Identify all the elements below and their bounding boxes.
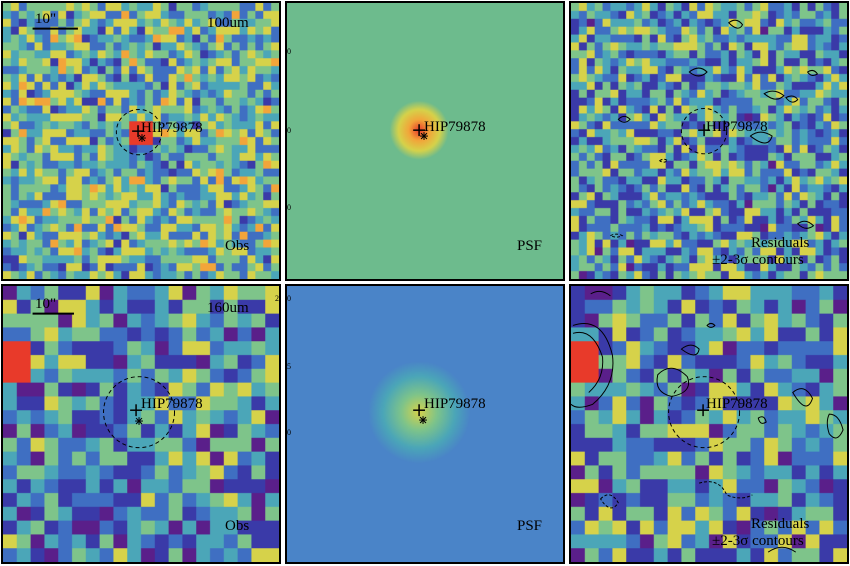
source-cross-icon xyxy=(130,404,142,417)
panel-160um-psf: 20 15 10 5 HIP79878 PSF xyxy=(285,284,565,564)
tick-label: 20 xyxy=(275,294,279,303)
scale-bar-label: 10" xyxy=(35,296,57,312)
source-label: HIP79878 xyxy=(424,396,486,412)
overlay-100um-obs xyxy=(32,27,163,156)
source-label: HIP79878 xyxy=(141,120,203,136)
corner-label: PSF xyxy=(517,238,543,254)
overlay-160um-psf xyxy=(413,404,427,424)
corner-label: Obs xyxy=(225,518,250,534)
source-label: HIP79878 xyxy=(424,119,486,135)
image-160um-obs xyxy=(3,286,279,562)
corner-label-2: ±2-3σ contours xyxy=(712,252,804,268)
panel-100um-residuals: HIP79878 Residuals ±2-3σ contours xyxy=(569,1,849,281)
corner-label: Obs xyxy=(225,238,250,254)
tick-label: 20 xyxy=(287,126,291,135)
asterisk-icon xyxy=(419,416,427,424)
tick-label: 10 xyxy=(287,203,291,212)
aperture-circle xyxy=(680,107,728,155)
contours-160um xyxy=(571,290,844,553)
aperture-circle xyxy=(103,376,176,449)
contours-100um xyxy=(609,19,819,238)
source-label: HIP79878 xyxy=(141,396,203,412)
image-100um-psf xyxy=(287,3,563,279)
source-cross-icon xyxy=(413,404,425,417)
asterisk-icon xyxy=(135,417,143,425)
corner-label: Residuals xyxy=(751,516,810,532)
tick-label: 20 xyxy=(287,294,291,303)
overlay-160um-obs xyxy=(32,312,176,449)
asterisk-icon xyxy=(138,134,146,142)
corner-label: Residuals xyxy=(751,235,810,251)
image-100um-residuals xyxy=(571,3,847,279)
image-160um-psf xyxy=(287,286,563,562)
tick-label: 30 xyxy=(287,47,291,56)
source-label: HIP79878 xyxy=(706,119,768,135)
source-label: HIP79878 xyxy=(706,396,768,412)
band-label: 100um xyxy=(207,15,249,31)
tick-label: 15 xyxy=(287,362,291,371)
scale-bar-label: 10" xyxy=(35,11,57,27)
asterisk-icon xyxy=(420,132,428,141)
tick-label: 10 xyxy=(287,428,291,437)
source-cross-icon xyxy=(697,404,709,417)
panel-100um-psf: 30 20 10 HIP79878 PSF xyxy=(285,1,565,281)
corner-label-2: ±2-3σ contours xyxy=(712,533,804,549)
panel-100um-obs: 10" 100um HIP79878 Obs xyxy=(1,1,281,281)
panel-160um-residuals: HIP79878 Residuals ±2-3σ contours xyxy=(569,284,849,564)
source-cross-icon xyxy=(132,125,144,138)
overlay-100um-psf xyxy=(413,124,428,141)
band-label: 160um xyxy=(207,300,249,316)
source-cross-icon xyxy=(413,124,425,137)
tick-label: 5 xyxy=(285,496,287,505)
corner-label: PSF xyxy=(517,518,543,534)
source-cross-icon xyxy=(698,124,710,137)
aperture-circle xyxy=(115,108,163,156)
image-100um-obs xyxy=(3,3,279,279)
image-160um-residuals xyxy=(571,286,847,562)
aperture-circle xyxy=(668,376,741,449)
panel-160um-obs: 20 10" 160um HIP79878 Obs xyxy=(1,284,281,564)
